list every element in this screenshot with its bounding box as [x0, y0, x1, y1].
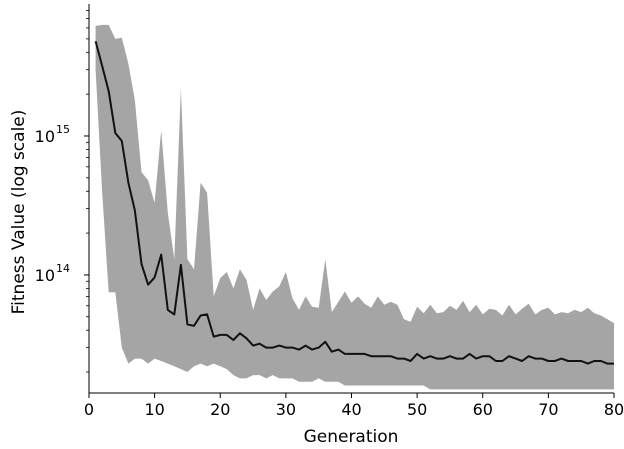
y-axis-label: Fitness Value (log scale): [9, 110, 29, 315]
mean-line: [94, 41, 614, 365]
x-tick-label: 60: [473, 400, 493, 419]
x-tick-label: 30: [276, 400, 296, 419]
y-tick-exponent: 14: [56, 262, 70, 275]
x-tick-label: 10: [144, 400, 164, 419]
band-layer: [95, 24, 615, 390]
x-axis-label: Generation: [304, 427, 399, 447]
range-band: [95, 24, 615, 390]
y-tick-label: 10: [35, 127, 55, 146]
x-tick-label: 40: [341, 400, 361, 419]
x-tick-label: 50: [407, 400, 427, 419]
line-layer: [94, 41, 614, 365]
x-tick-label: 70: [538, 400, 558, 419]
y-tick-label: 10: [35, 266, 55, 285]
x-tick-label: 20: [210, 400, 230, 419]
x-tick-label: 80: [604, 400, 624, 419]
y-tick-exponent: 15: [56, 123, 70, 136]
x-tick-label: 0: [84, 400, 94, 419]
